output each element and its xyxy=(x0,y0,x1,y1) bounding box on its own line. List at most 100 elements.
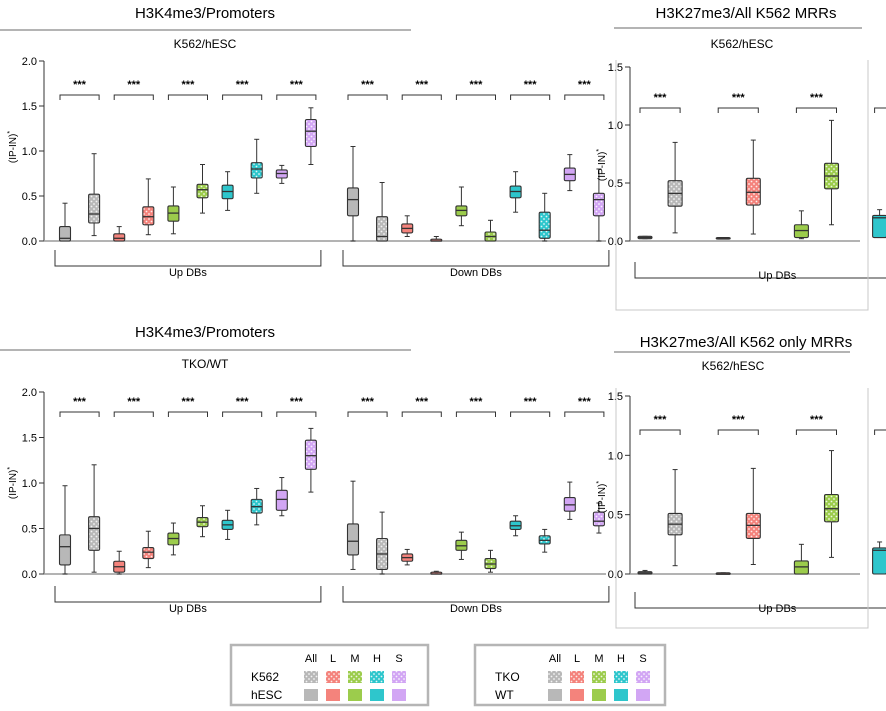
legend-column-label: H xyxy=(617,653,625,665)
box-pink-solid xyxy=(715,236,731,240)
iqr-box xyxy=(88,193,101,224)
legend-swatch xyxy=(370,671,384,683)
significance-bracket: *** xyxy=(795,92,837,113)
bracket-line xyxy=(167,411,208,417)
box-purple-dotted xyxy=(592,502,605,534)
legend-column-label: H xyxy=(373,653,381,665)
bracket-line xyxy=(276,94,317,100)
significance-bracket: *** xyxy=(455,396,496,417)
box-cyan-dotted xyxy=(250,487,263,526)
legend-column-label: S xyxy=(395,653,402,665)
box-pink-dotted xyxy=(745,139,761,235)
significance-bracket: *** xyxy=(639,92,681,113)
box-cyan-solid xyxy=(509,515,522,537)
box-gray-solid xyxy=(58,202,72,242)
legend-swatch xyxy=(614,689,628,701)
chart-subtitle: TKO/WT xyxy=(182,357,229,371)
significance-bracket: *** xyxy=(717,92,759,113)
significance-label: *** xyxy=(361,79,375,91)
iqr-box xyxy=(872,214,886,239)
bracket-line xyxy=(222,411,263,417)
significance-bracket: *** xyxy=(167,396,208,417)
iqr-box xyxy=(346,523,360,556)
legend-swatch xyxy=(570,671,584,683)
group-bracket-line xyxy=(634,592,886,609)
panel-frame xyxy=(615,388,869,629)
box-purple-solid xyxy=(275,164,288,184)
bracket-line xyxy=(717,429,759,435)
group-label: Down DBs xyxy=(450,603,502,615)
iqr-box xyxy=(376,216,389,242)
box-gray-dotted xyxy=(88,153,101,237)
significance-bracket: *** xyxy=(510,396,551,417)
significance-label: *** xyxy=(524,396,538,408)
significance-bracket: *** xyxy=(276,396,317,417)
significance-bracket: *** xyxy=(276,79,317,100)
iqr-box xyxy=(142,547,155,560)
box-cyan-solid xyxy=(872,541,886,575)
box-gray-dotted xyxy=(88,464,101,573)
box-gray-solid xyxy=(637,569,653,575)
legend-swatch xyxy=(614,671,628,683)
group-label: Up DBs xyxy=(169,267,207,279)
bracket-line xyxy=(347,94,388,100)
y-tick-label: 0.5 xyxy=(22,524,37,536)
box-green-solid xyxy=(793,543,809,575)
iqr-box xyxy=(113,233,126,242)
iqr-box xyxy=(304,118,317,148)
box-pink-dotted xyxy=(142,530,155,569)
chart-subtitle: K562/hESC xyxy=(702,359,765,373)
chart-title: H3K4me3/Promoters xyxy=(135,324,275,341)
box-pink-solid xyxy=(715,572,731,575)
group-label: Up DBs xyxy=(169,603,207,615)
iqr-box xyxy=(538,211,551,239)
panel-frame xyxy=(615,60,869,311)
y-tick-label: 2.0 xyxy=(22,56,37,68)
iqr-box xyxy=(592,511,605,527)
significance-bracket: *** xyxy=(59,396,100,417)
boxplot-panel: H3K4me3/Promoters K562/hESC (IP-IN)* 0.0 0.5… xyxy=(0,5,610,279)
significance-label: *** xyxy=(732,414,746,426)
bracket-line xyxy=(639,429,681,435)
box-green-dotted xyxy=(823,450,840,558)
box-green-dotted xyxy=(196,164,209,214)
significance-label: *** xyxy=(732,92,746,104)
box-gray-dotted xyxy=(667,469,683,567)
group-bracket-line xyxy=(342,586,610,603)
significance-bracket: *** xyxy=(347,79,388,100)
significance-label: *** xyxy=(654,414,668,426)
box-pink-solid xyxy=(113,550,126,575)
legend-column-label: M xyxy=(350,653,359,665)
box-purple-solid xyxy=(275,477,288,517)
significance-label: *** xyxy=(73,79,87,91)
legend-swatch xyxy=(392,689,406,701)
bracket-line xyxy=(639,107,681,113)
significance-label: *** xyxy=(415,79,429,91)
chart-subtitle: K562/hESC xyxy=(174,37,237,51)
y-axis-label: (IP-IN)* xyxy=(7,131,19,163)
significance-label: *** xyxy=(73,396,87,408)
box-pink-solid xyxy=(113,226,126,242)
box-green-dotted xyxy=(484,549,497,573)
bracket-line xyxy=(564,94,605,100)
legend-row-label: K562 xyxy=(251,670,279,684)
group-bracket-line xyxy=(634,262,886,279)
significance-label: *** xyxy=(810,414,824,426)
bracket-line xyxy=(222,94,263,100)
y-tick-label: 0.5 xyxy=(608,178,623,190)
iqr-box xyxy=(346,187,360,217)
significance-label: *** xyxy=(236,396,250,408)
box-cyan-dotted xyxy=(250,138,263,194)
box-purple-dotted xyxy=(592,168,605,242)
box-green-dotted xyxy=(484,219,497,242)
legend-swatch xyxy=(348,689,362,701)
legend-swatch xyxy=(570,689,584,701)
bracket-line xyxy=(455,411,496,417)
bracket-line xyxy=(59,411,100,417)
legend-swatch xyxy=(592,671,606,683)
group-bracket-line xyxy=(54,586,322,603)
box-pink-dotted xyxy=(745,467,761,566)
y-tick-label: 0.0 xyxy=(22,569,37,581)
box-green-dotted xyxy=(823,119,840,226)
box-pink-dotted xyxy=(430,570,443,575)
